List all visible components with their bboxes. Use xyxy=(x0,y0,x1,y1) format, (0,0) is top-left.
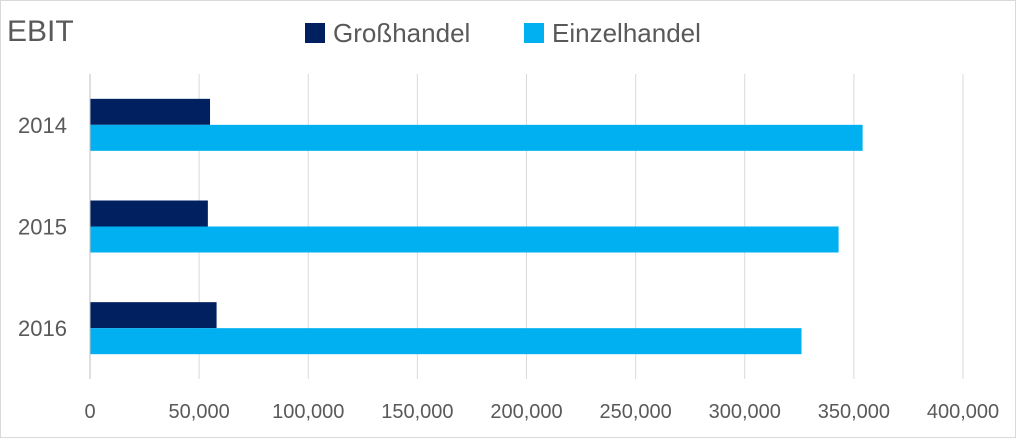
x-tick-label: 350,000 xyxy=(818,401,890,423)
bar-einzelhandel-2016 xyxy=(90,328,802,355)
legend-label: Einzelhandel xyxy=(552,18,701,48)
x-tick-label: 300,000 xyxy=(709,401,781,423)
x-tick-label: 50,000 xyxy=(169,401,230,423)
bar-einzelhandel-2014 xyxy=(90,124,863,151)
x-tick-label: 150,000 xyxy=(381,401,453,423)
chart-title: EBIT xyxy=(7,15,74,48)
bars xyxy=(90,98,863,355)
category-label: 2015 xyxy=(18,215,67,240)
legend: Großhandel Einzelhandel xyxy=(305,18,701,48)
category-label: 2014 xyxy=(18,113,67,138)
x-tick-label: 0 xyxy=(84,401,95,423)
bar-großhandel-2014 xyxy=(90,98,211,125)
bar-großhandel-2015 xyxy=(90,200,208,227)
bar-großhandel-2016 xyxy=(90,302,217,329)
bar-einzelhandel-2015 xyxy=(90,226,839,253)
legend-swatch-großhandel xyxy=(305,23,325,43)
x-tick-label: 250,000 xyxy=(599,401,671,423)
x-tick-label: 400,000 xyxy=(927,401,999,423)
x-tick-label: 100,000 xyxy=(272,401,344,423)
category-label: 2016 xyxy=(18,316,67,341)
legend-label: Großhandel xyxy=(333,18,470,48)
legend-swatch-einzelhandel xyxy=(524,23,544,43)
axes: 0 50,000 100,000 150,000 200,000 250,000 300,0… xyxy=(18,74,999,423)
x-tick-label: 200,000 xyxy=(490,401,562,423)
